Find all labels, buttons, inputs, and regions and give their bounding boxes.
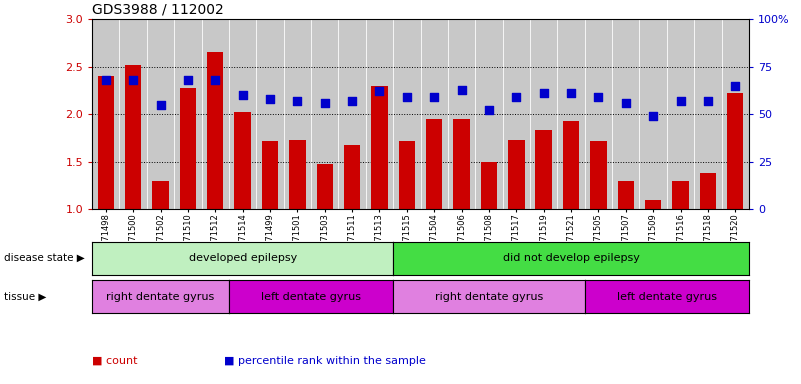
- FancyBboxPatch shape: [666, 19, 694, 209]
- Point: [154, 102, 167, 108]
- Point: [209, 77, 222, 83]
- Point: [346, 98, 359, 104]
- Bar: [98, 76, 114, 209]
- Bar: [399, 141, 415, 209]
- FancyBboxPatch shape: [256, 19, 284, 209]
- FancyBboxPatch shape: [639, 19, 666, 209]
- FancyBboxPatch shape: [229, 19, 256, 209]
- Point: [702, 98, 714, 104]
- Point: [264, 96, 276, 102]
- Point: [674, 98, 687, 104]
- Point: [619, 100, 632, 106]
- FancyBboxPatch shape: [448, 19, 475, 209]
- Point: [99, 77, 112, 83]
- FancyBboxPatch shape: [119, 19, 147, 209]
- FancyBboxPatch shape: [722, 19, 749, 209]
- FancyBboxPatch shape: [311, 19, 339, 209]
- Point: [455, 86, 468, 93]
- Point: [565, 90, 578, 96]
- FancyBboxPatch shape: [612, 19, 639, 209]
- Bar: [481, 162, 497, 209]
- FancyBboxPatch shape: [339, 19, 366, 209]
- FancyBboxPatch shape: [175, 19, 202, 209]
- Text: did not develop epilepsy: did not develop epilepsy: [502, 253, 639, 263]
- FancyBboxPatch shape: [284, 19, 311, 209]
- Point: [510, 94, 523, 100]
- Text: left dentate gyrus: left dentate gyrus: [261, 291, 361, 302]
- Bar: [152, 181, 169, 209]
- Text: left dentate gyrus: left dentate gyrus: [617, 291, 717, 302]
- Point: [182, 77, 195, 83]
- Point: [373, 88, 386, 94]
- Text: ■ percentile rank within the sample: ■ percentile rank within the sample: [224, 356, 426, 366]
- Point: [318, 100, 331, 106]
- Bar: [289, 140, 306, 209]
- Bar: [207, 53, 223, 209]
- Bar: [344, 145, 360, 209]
- FancyBboxPatch shape: [530, 19, 557, 209]
- FancyBboxPatch shape: [557, 19, 585, 209]
- Bar: [125, 65, 142, 209]
- Bar: [590, 141, 606, 209]
- Bar: [453, 119, 469, 209]
- Point: [482, 108, 495, 114]
- Bar: [316, 164, 333, 209]
- Bar: [672, 181, 689, 209]
- Bar: [727, 93, 743, 209]
- FancyBboxPatch shape: [92, 19, 119, 209]
- Point: [537, 90, 550, 96]
- Bar: [618, 181, 634, 209]
- Point: [127, 77, 139, 83]
- Bar: [508, 140, 525, 209]
- FancyBboxPatch shape: [393, 19, 421, 209]
- Point: [236, 92, 249, 98]
- FancyBboxPatch shape: [366, 19, 393, 209]
- Point: [646, 113, 659, 119]
- Bar: [235, 113, 251, 209]
- Text: right dentate gyrus: right dentate gyrus: [435, 291, 543, 302]
- Point: [592, 94, 605, 100]
- Bar: [645, 200, 662, 209]
- Point: [400, 94, 413, 100]
- FancyBboxPatch shape: [694, 19, 722, 209]
- FancyBboxPatch shape: [503, 19, 530, 209]
- Point: [729, 83, 742, 89]
- Text: developed epilepsy: developed epilepsy: [188, 253, 296, 263]
- Point: [291, 98, 304, 104]
- Bar: [426, 119, 442, 209]
- Point: [428, 94, 441, 100]
- Text: disease state ▶: disease state ▶: [4, 253, 85, 263]
- FancyBboxPatch shape: [421, 19, 448, 209]
- Bar: [535, 131, 552, 209]
- FancyBboxPatch shape: [147, 19, 175, 209]
- Text: right dentate gyrus: right dentate gyrus: [107, 291, 215, 302]
- Bar: [372, 86, 388, 209]
- Text: tissue ▶: tissue ▶: [4, 291, 46, 302]
- FancyBboxPatch shape: [202, 19, 229, 209]
- FancyBboxPatch shape: [475, 19, 503, 209]
- Bar: [262, 141, 278, 209]
- FancyBboxPatch shape: [585, 19, 612, 209]
- Bar: [563, 121, 579, 209]
- Text: GDS3988 / 112002: GDS3988 / 112002: [92, 3, 223, 17]
- Bar: [179, 88, 196, 209]
- Bar: [700, 173, 716, 209]
- Text: ■ count: ■ count: [92, 356, 138, 366]
